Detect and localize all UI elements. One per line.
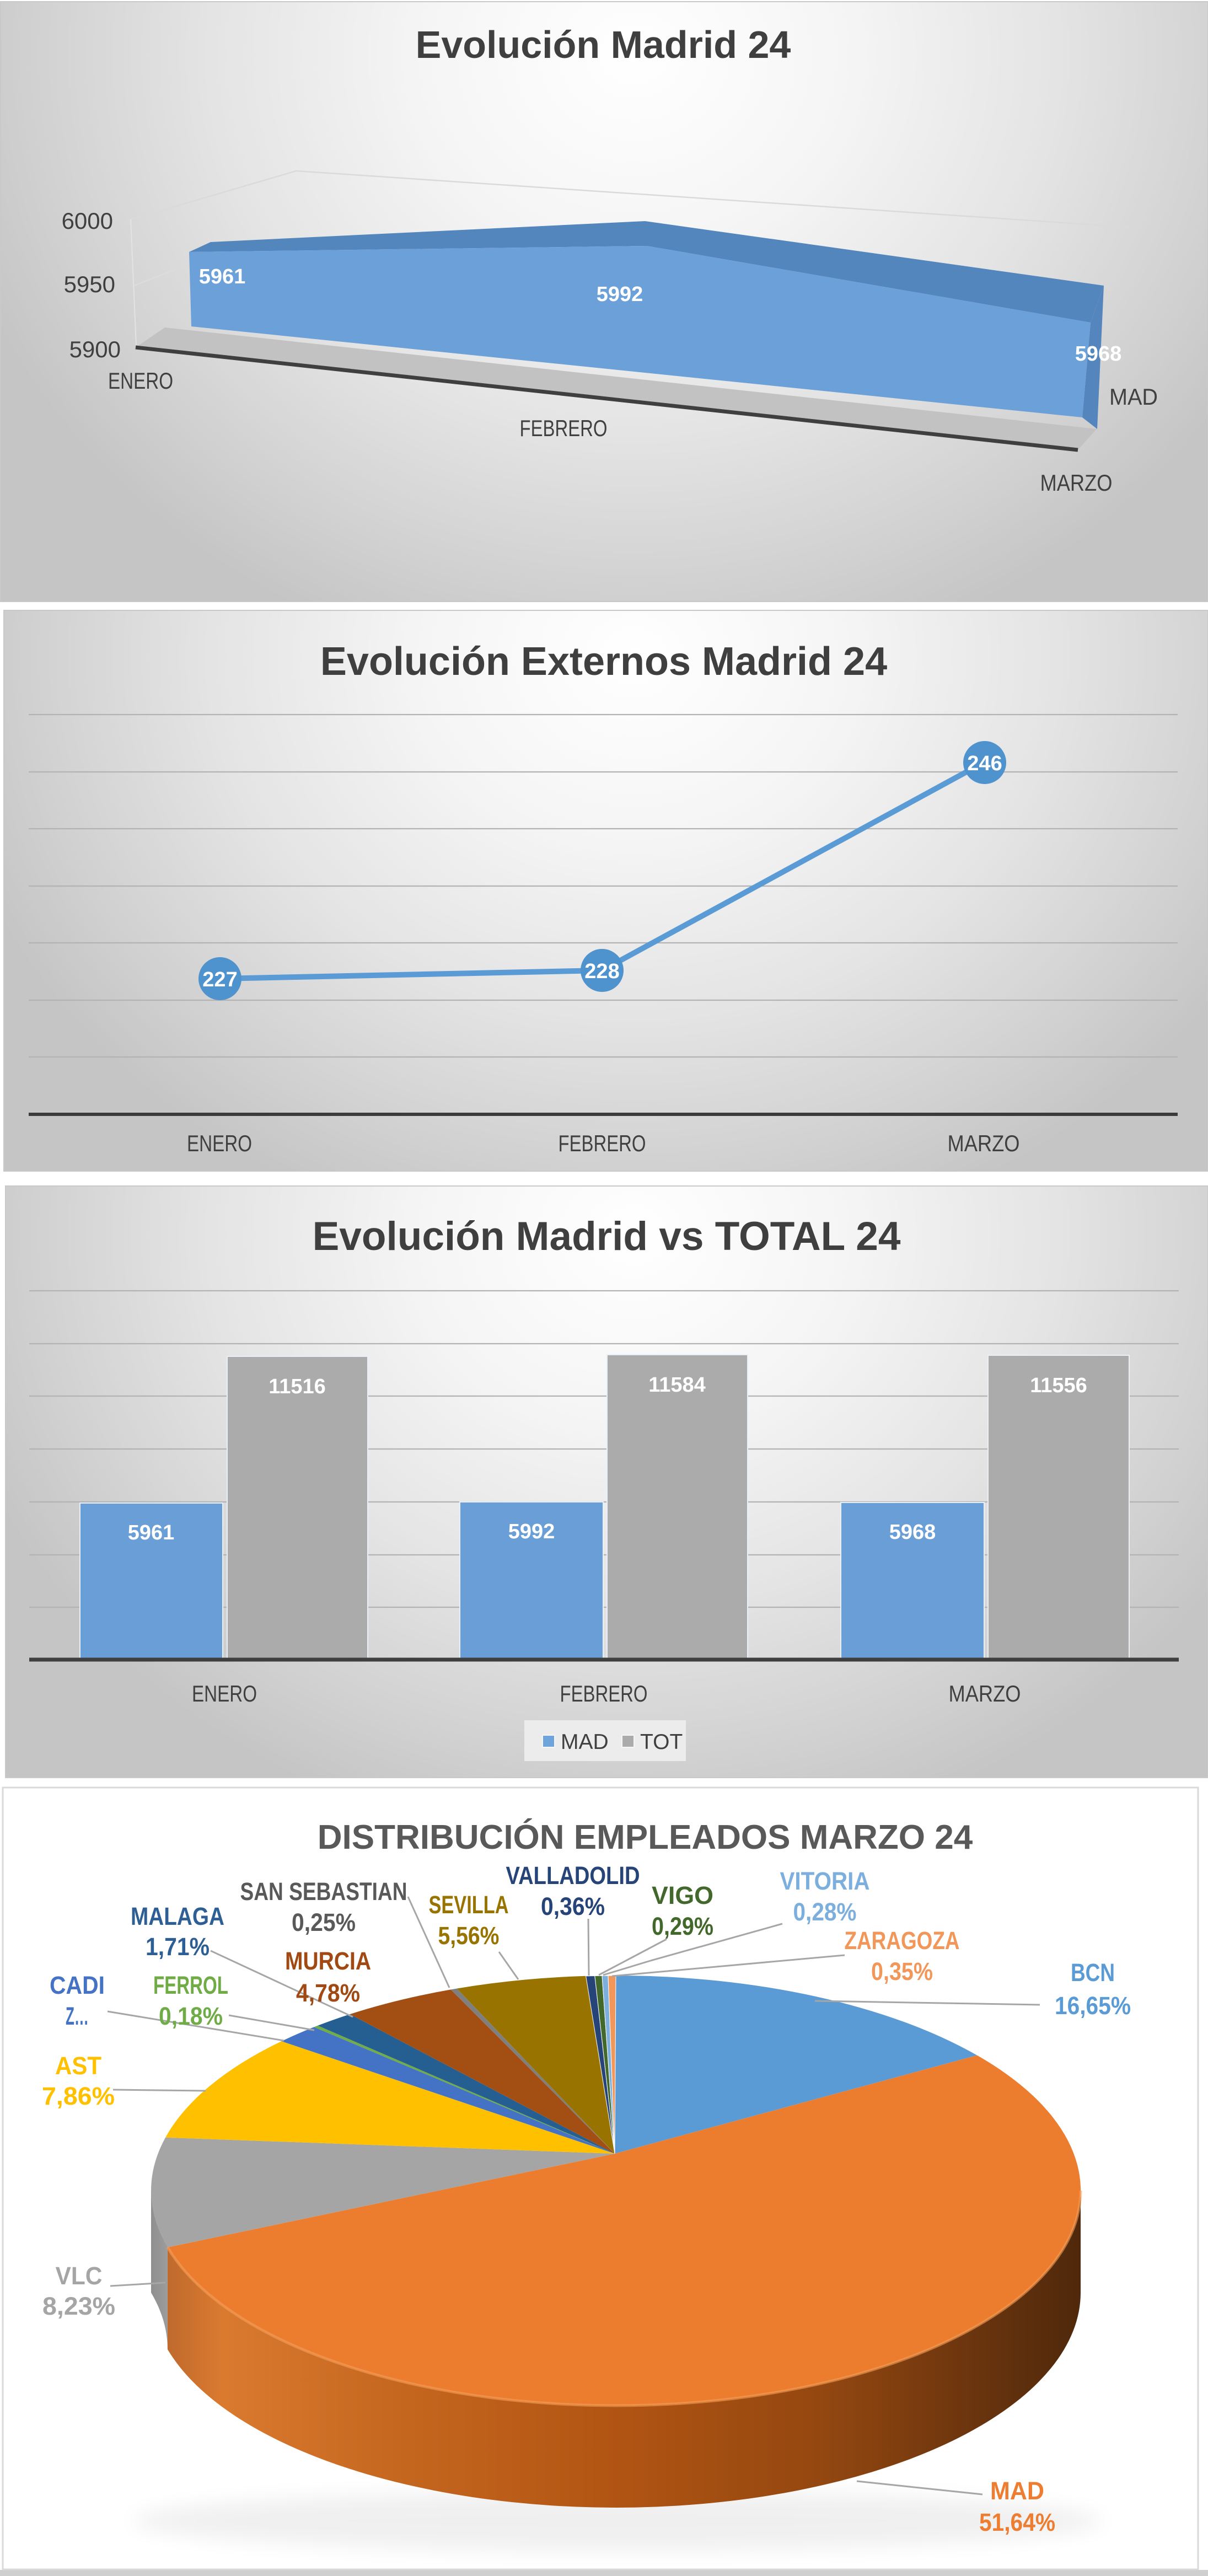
svg-text:MAD: MAD <box>561 1730 609 1754</box>
svg-text:1,71%: 1,71% <box>146 1933 210 1961</box>
svg-text:0,28%: 0,28% <box>793 1898 857 1926</box>
svg-text:5950: 5950 <box>64 271 115 297</box>
svg-text:MAD: MAD <box>990 2477 1044 2505</box>
svg-text:6000: 6000 <box>62 208 113 234</box>
svg-text:SEVILLA: SEVILLA <box>429 1891 509 1919</box>
svg-text:Evolución Madrid vs TOTAL 24: Evolución Madrid vs TOTAL 24 <box>313 1214 901 1259</box>
svg-text:FERROL: FERROL <box>153 1971 228 1999</box>
svg-text:5900: 5900 <box>69 336 121 362</box>
svg-text:MARZO: MARZO <box>948 1130 1020 1156</box>
svg-text:5992: 5992 <box>597 283 643 306</box>
svg-text:Z…: Z… <box>66 2002 89 2030</box>
svg-text:VLC: VLC <box>56 2262 103 2290</box>
svg-text:11516: 11516 <box>269 1375 326 1398</box>
svg-text:Evolución Madrid 24: Evolución Madrid 24 <box>416 23 791 66</box>
svg-text:MARZO: MARZO <box>1040 470 1113 496</box>
svg-text:ENERO: ENERO <box>108 368 173 394</box>
svg-text:CADI: CADI <box>50 1971 105 1999</box>
svg-text:VIGO: VIGO <box>652 1881 713 1909</box>
svg-text:5,56%: 5,56% <box>438 1922 500 1950</box>
svg-text:ENERO: ENERO <box>192 1681 257 1706</box>
svg-text:MARZO: MARZO <box>949 1681 1021 1706</box>
svg-text:5968: 5968 <box>889 1521 936 1544</box>
svg-text:0,35%: 0,35% <box>871 1957 933 1985</box>
svg-text:MAD: MAD <box>1109 384 1158 410</box>
svg-text:5961: 5961 <box>199 265 246 288</box>
svg-text:ENERO: ENERO <box>187 1130 252 1156</box>
svg-text:ZARAGOZA: ZARAGOZA <box>845 1926 960 1955</box>
svg-text:5968: 5968 <box>1075 342 1122 366</box>
svg-text:FEBRERO: FEBRERO <box>559 1130 646 1156</box>
svg-text:MURCIA: MURCIA <box>285 1947 371 1975</box>
svg-text:0,18%: 0,18% <box>159 2002 223 2030</box>
svg-text:5992: 5992 <box>508 1520 555 1543</box>
svg-text:DISTRIBUCIÓN EMPLEADOS MARZO 2: DISTRIBUCIÓN EMPLEADOS MARZO 24 <box>318 1818 973 1856</box>
svg-text:228: 228 <box>584 960 619 983</box>
svg-text:4,78%: 4,78% <box>296 1979 360 2007</box>
svg-text:8,23%: 8,23% <box>42 2292 115 2320</box>
svg-text:11584: 11584 <box>648 1373 706 1397</box>
svg-text:FEBRERO: FEBRERO <box>560 1681 648 1706</box>
svg-text:11556: 11556 <box>1030 1374 1087 1397</box>
svg-text:5961: 5961 <box>128 1521 175 1544</box>
svg-text:0,29%: 0,29% <box>652 1912 713 1940</box>
svg-text:BCN: BCN <box>1071 1958 1115 1987</box>
svg-text:MALAGA: MALAGA <box>131 1902 224 1930</box>
svg-text:51,64%: 51,64% <box>979 2508 1055 2536</box>
svg-text:7,86%: 7,86% <box>42 2082 115 2110</box>
svg-text:AST: AST <box>55 2052 101 2080</box>
svg-text:VALLADOLID: VALLADOLID <box>506 1861 640 1890</box>
svg-text:FEBRERO: FEBRERO <box>520 415 608 441</box>
svg-text:227: 227 <box>202 968 237 991</box>
svg-text:Evolución Externos Madrid 24: Evolución Externos Madrid 24 <box>320 640 887 684</box>
svg-text:TOT: TOT <box>640 1730 683 1754</box>
svg-text:SAN SEBASTIAN: SAN SEBASTIAN <box>240 1877 407 1906</box>
svg-text:246: 246 <box>967 752 1002 775</box>
svg-text:0,36%: 0,36% <box>541 1892 605 1920</box>
svg-text:VITORIA: VITORIA <box>780 1867 870 1895</box>
svg-text:0,25%: 0,25% <box>292 1908 356 1936</box>
svg-text:16,65%: 16,65% <box>1055 1992 1131 2020</box>
